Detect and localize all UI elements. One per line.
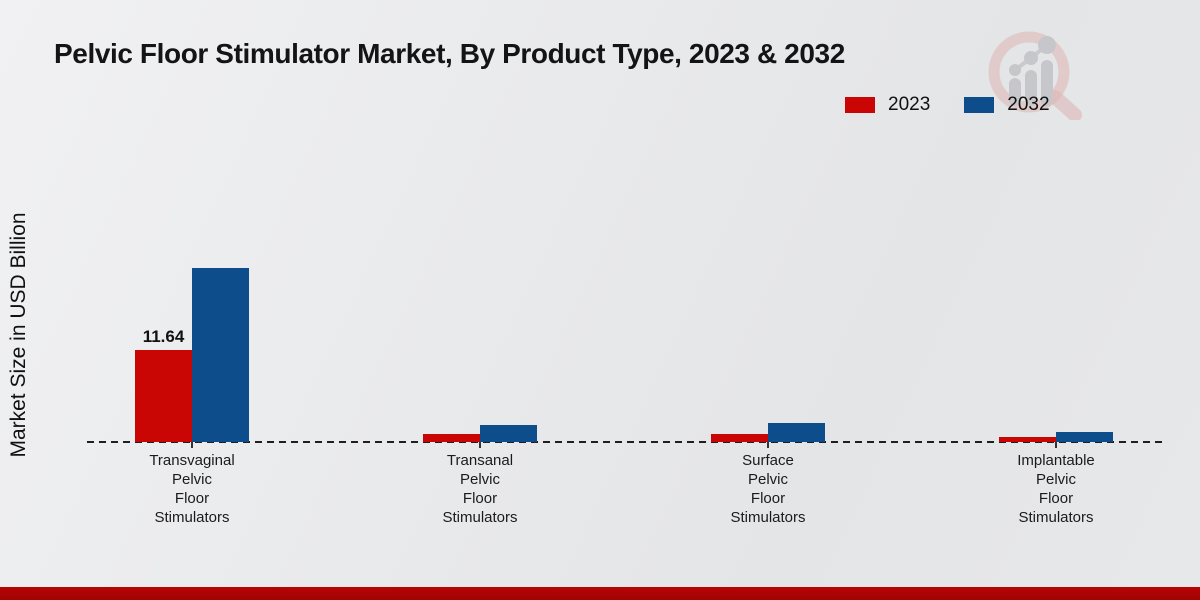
axis-tick	[479, 442, 481, 448]
axis-tick	[767, 442, 769, 448]
bar-value-label: 11.64	[142, 327, 185, 346]
bar-2032-category-1	[480, 425, 537, 442]
legend-swatch-2032	[964, 97, 995, 113]
category-label: Surface Pelvic Floor Stimulators	[730, 452, 806, 526]
bar-2032-category-3	[1056, 432, 1113, 442]
bar-2023-category-1	[423, 434, 480, 442]
category-label: Transanal Pelvic Floor Stimulators	[442, 452, 518, 526]
x-axis-baseline	[87, 441, 1165, 443]
category-label: Implantable Pelvic Floor Stimulators	[1017, 452, 1095, 526]
legend-item-2032: 2032	[964, 94, 1050, 116]
axis-tick	[1055, 442, 1057, 448]
legend-label-2023: 2023	[888, 94, 931, 115]
legend: 2023 2032	[845, 94, 1050, 116]
bar-2023-category-3	[999, 437, 1056, 442]
footer-red-band	[0, 587, 1200, 600]
bar-2032-category-2	[768, 423, 825, 442]
bar-2023-category-0	[135, 350, 192, 442]
market-research-magnifier-logo	[988, 31, 1082, 120]
axis-tick	[191, 442, 193, 448]
legend-label-2032: 2032	[1007, 94, 1050, 115]
legend-item-2023: 2023	[845, 94, 930, 116]
bar-2023-category-2	[711, 434, 768, 442]
category-label: Transvaginal Pelvic Floor Stimulators	[149, 452, 235, 526]
legend-swatch-2023	[845, 97, 875, 113]
chart-title: Pelvic Floor Stimulator Market, By Produ…	[54, 38, 845, 69]
bar-2032-category-0	[192, 268, 249, 442]
